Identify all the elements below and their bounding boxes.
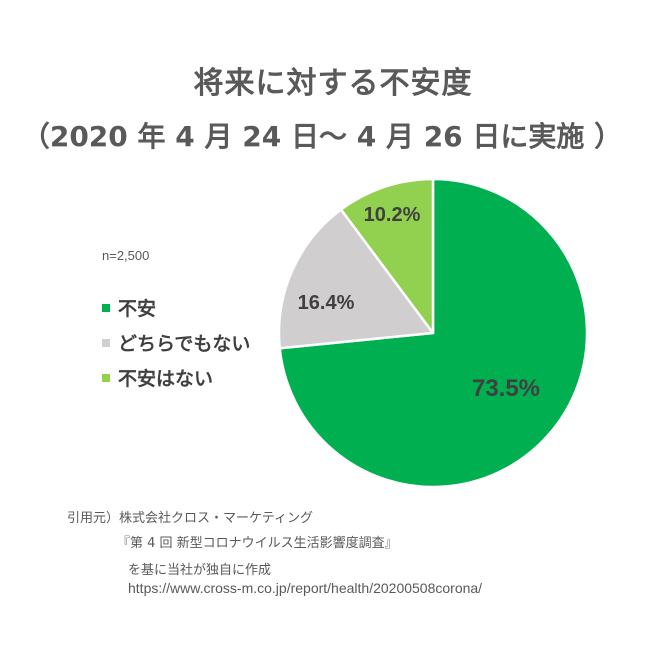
source-url[interactable]: https://www.cross-m.co.jp/report/health/… (128, 580, 483, 596)
slice-label-not-anxious: 10.2% (364, 204, 421, 226)
legend-item-anxious: 不安 (102, 290, 250, 325)
source-survey-title: 『第 4 回 新型コロナウイルス生活影響度調査』 (117, 536, 398, 551)
legend-label: 不安 (118, 298, 157, 320)
legend-label: どちらでもない (118, 333, 251, 355)
chart-subtitle: （2020 年 4 月 24 日～ 4 月 26 日に実施 ） (21, 120, 623, 153)
pie-slice-1 (277, 208, 435, 350)
legend-swatch-icon (102, 303, 110, 312)
source-note: を基に当社が独自に作成 (128, 563, 272, 578)
legend-item-neutral: どちらでもない (102, 325, 250, 360)
slice-label-anxious: 73.5% (472, 375, 540, 402)
pie-slices (277, 177, 589, 489)
legend-item-not-anxious: 不安はない (102, 360, 250, 395)
legend-label: 不安はない (118, 368, 214, 390)
legend-swatch-icon (102, 373, 110, 382)
pie-slice-2 (339, 177, 435, 335)
sample-size-note: n=2,500 (102, 248, 150, 263)
chart-title: 将来に対する不安度 (193, 66, 473, 101)
source-citation: 引用元）株式会社クロス・マーケティング (67, 511, 313, 526)
legend-swatch-icon (102, 338, 110, 347)
legend: 不安 どちらでもない 不安はない (102, 290, 250, 395)
slice-label-neutral: 16.4% (298, 292, 355, 314)
